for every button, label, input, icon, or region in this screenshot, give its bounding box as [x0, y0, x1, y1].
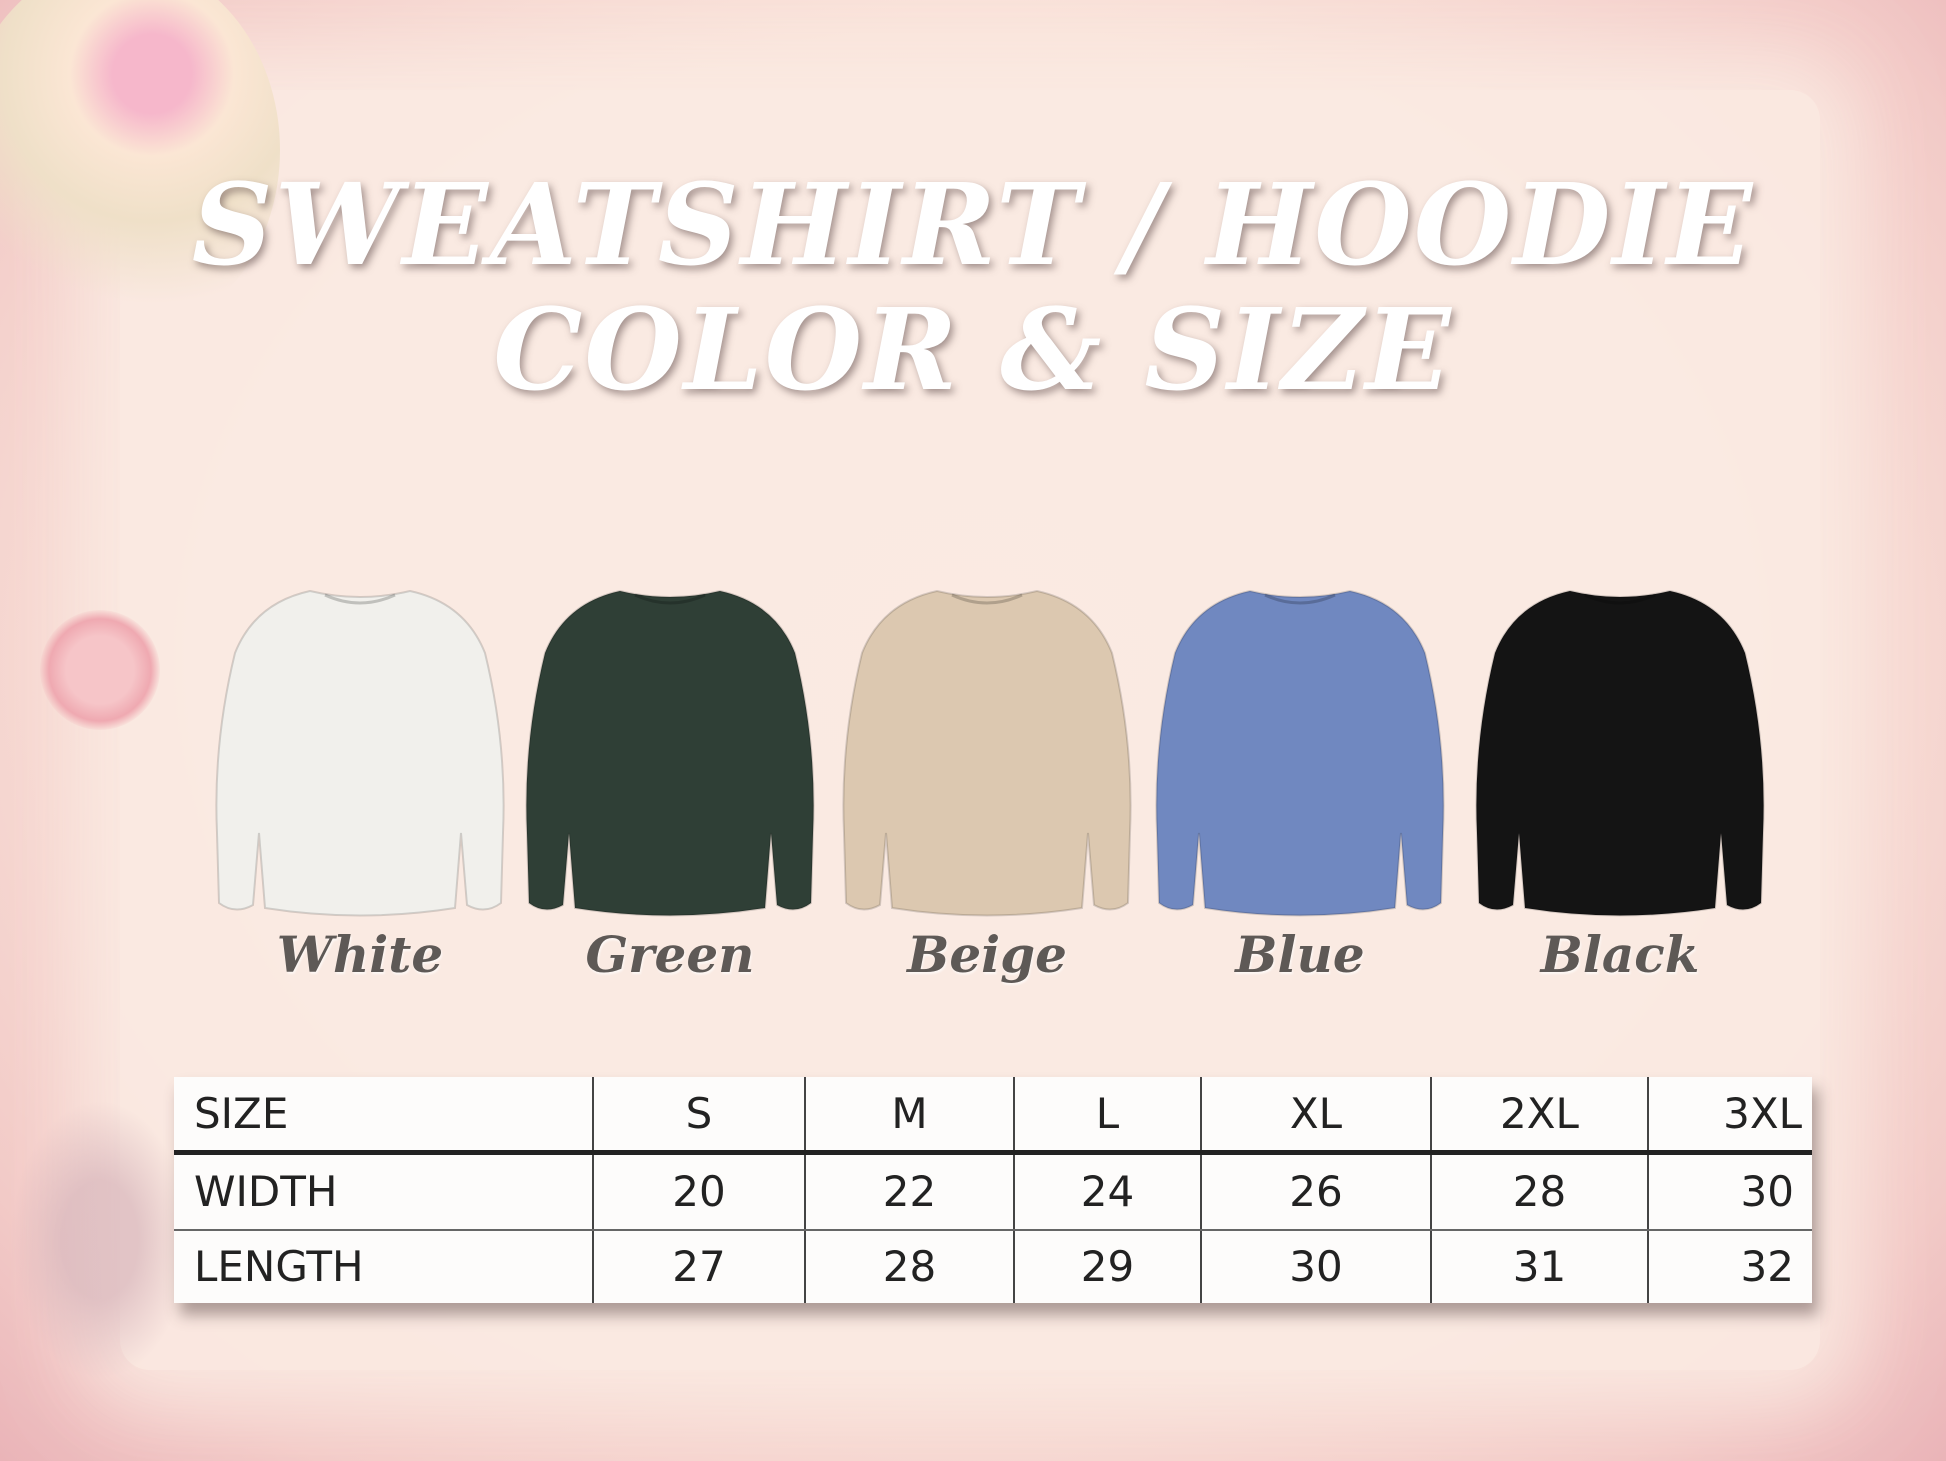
- sweatshirt-white-image: [215, 583, 505, 925]
- header-cell: 3XL: [1647, 1077, 1812, 1156]
- header-cell: XL: [1200, 1077, 1431, 1156]
- table-cell: 27: [592, 1229, 805, 1303]
- color-label-white: White: [276, 925, 444, 984]
- title-line-2: COLOR & SIZE: [493, 285, 1453, 416]
- header-cell: SIZE: [174, 1077, 593, 1156]
- table-cell: 30: [1647, 1152, 1812, 1231]
- header-cell: 2XL: [1430, 1077, 1648, 1156]
- sweatshirt-blue-image: [1155, 583, 1445, 925]
- size-chart-table: SIZE S M L XL 2XL 3XL WIDTH 20 22 24 26 …: [174, 1077, 1812, 1303]
- color-label-blue: Blue: [1235, 925, 1365, 984]
- table-cell: 20: [592, 1152, 805, 1231]
- table-cell: 30: [1200, 1229, 1431, 1303]
- row-label: LENGTH: [194, 1242, 364, 1292]
- table-cell: 32: [1647, 1229, 1812, 1303]
- row-label: WIDTH: [174, 1152, 593, 1231]
- color-label-beige: Beige: [907, 925, 1067, 984]
- leaf-decoration-icon: [10, 1100, 190, 1380]
- header-cell: L: [1013, 1077, 1201, 1156]
- sweatshirt-beige-image: [842, 583, 1132, 925]
- sweatshirt-green-image: [525, 583, 815, 925]
- table-row-width: WIDTH 20 22 24 26 28 30: [174, 1152, 1812, 1231]
- button-decoration-icon: [40, 610, 160, 730]
- table-header-row: SIZE S M L XL 2XL 3XL: [174, 1077, 1812, 1156]
- table-cell: 29: [1013, 1229, 1201, 1303]
- table-cell: 22: [804, 1152, 1014, 1231]
- color-label-green: Green: [585, 925, 755, 984]
- table-cell: 28: [1430, 1152, 1648, 1231]
- title-line-1: SWEATSHIRT / HOODIE: [191, 160, 1755, 291]
- sweatshirt-black-image: [1475, 583, 1765, 925]
- table-row-length: LENGTH 27 28 29 30 31 32: [174, 1229, 1812, 1303]
- header-cell: S: [592, 1077, 805, 1156]
- table-cell: 28: [804, 1229, 1014, 1303]
- color-label-black: Black: [1540, 925, 1700, 984]
- header-cell: M: [804, 1077, 1014, 1156]
- table-cell: 26: [1200, 1152, 1431, 1231]
- flower-decoration-icon: [0, 0, 280, 340]
- table-cell: 31: [1430, 1229, 1648, 1303]
- table-cell: 24: [1013, 1152, 1201, 1231]
